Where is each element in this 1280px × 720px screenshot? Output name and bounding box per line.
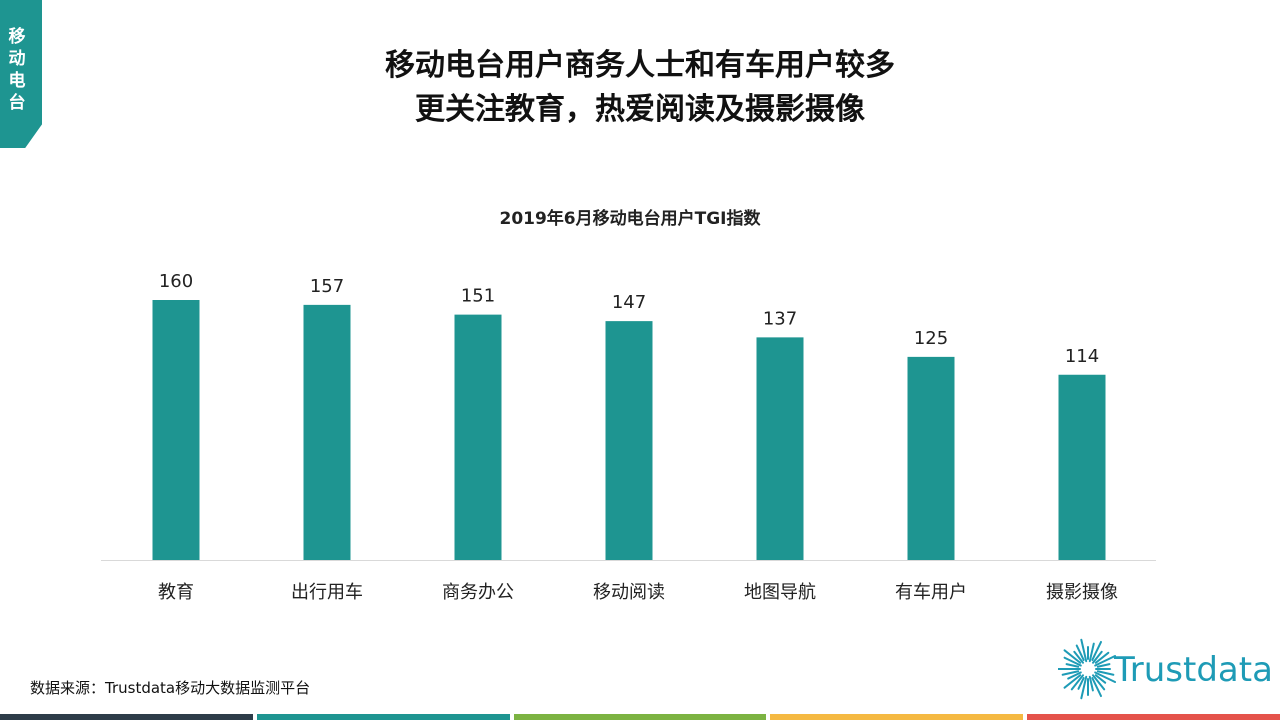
sunburst-ray — [1094, 654, 1117, 667]
sunburst-ray — [1096, 663, 1111, 668]
x-tick-label-1: 教育 — [158, 582, 194, 603]
data-label-5: 137 — [763, 308, 797, 329]
side-tag-label: 移动电台 — [8, 27, 26, 113]
sunburst-ray — [1091, 650, 1103, 664]
x-tick-label-7: 摄影摄像 — [1046, 582, 1118, 603]
data-label-7: 114 — [1065, 346, 1099, 367]
page-title: 移动电台用户商务人士和有车用户较多 更关注教育，热爱阅读及摄影摄像 — [0, 44, 1280, 132]
bar-2 — [303, 304, 351, 560]
bottom-bar-segment-3 — [513, 714, 767, 720]
sunburst-ray — [1080, 675, 1088, 700]
logo-text: Trustdata — [1114, 650, 1273, 690]
sunburst-ray — [1070, 674, 1085, 691]
sunburst-ray — [1096, 670, 1115, 676]
sunburst-ray — [1077, 677, 1085, 690]
sunburst-ray — [1073, 650, 1085, 664]
sunburst-ray — [1091, 640, 1103, 661]
bottom-color-bar — [0, 714, 1280, 720]
x-tick-label-4: 移动阅读 — [593, 582, 665, 603]
sunburst-ray — [1067, 671, 1082, 680]
sunburst-ray — [1063, 656, 1082, 667]
bottom-bar-segment-1 — [0, 714, 253, 720]
chart-title: 2019年6月移动电台用户TGI指数 — [499, 209, 761, 229]
bottom-bar-segment-2 — [256, 714, 510, 720]
bottom-bar-segment-5 — [1027, 714, 1280, 720]
bar-7 — [1058, 374, 1106, 560]
bar-5 — [756, 337, 804, 560]
x-tick-label-3: 商务办公 — [442, 582, 514, 603]
bar-6 — [907, 356, 955, 560]
x-tick-label-5: 地图导航 — [744, 582, 816, 603]
sunburst-ray — [1061, 670, 1080, 676]
bottom-bar-segment-4 — [770, 714, 1024, 720]
bar-3 — [454, 314, 502, 560]
sunburst-ray — [1065, 663, 1080, 668]
x-tick-label-2: 出行用车 — [291, 582, 363, 603]
sunburst-ray — [1063, 674, 1082, 689]
trustdata-logo: Trustdata — [1057, 636, 1273, 706]
sunburst-ray — [1094, 651, 1110, 664]
data-label-3: 151 — [461, 286, 495, 307]
data-source: 数据来源：Trustdata移动大数据监测平台 — [30, 679, 311, 697]
data-label-1: 160 — [159, 271, 193, 292]
side-tag: 移动电台 — [0, 0, 42, 148]
sunburst-ray — [1080, 638, 1088, 663]
sunburst-ray — [1075, 644, 1085, 661]
sunburst-ray — [1091, 674, 1106, 691]
sunburst-ray — [1094, 674, 1107, 684]
data-label-6: 125 — [914, 328, 948, 349]
bar-1 — [152, 300, 200, 560]
x-tick-label-6: 有车用户 — [895, 582, 967, 603]
data-label-4: 147 — [612, 292, 646, 313]
data-label-2: 157 — [310, 276, 344, 297]
sunburst-ray — [1094, 671, 1117, 684]
sunburst-ray — [1088, 675, 1094, 692]
sunburst-icon — [1057, 638, 1117, 700]
sunburst-ray — [1091, 677, 1103, 698]
sunburst-ray — [1063, 649, 1082, 664]
bar-4 — [605, 321, 653, 560]
title-line-2: 更关注教育，热爱阅读及摄影摄像 — [415, 92, 865, 127]
title-line-1: 移动电台用户商务人士和有车用户较多 — [385, 48, 895, 83]
sunburst-ray — [1088, 642, 1095, 663]
